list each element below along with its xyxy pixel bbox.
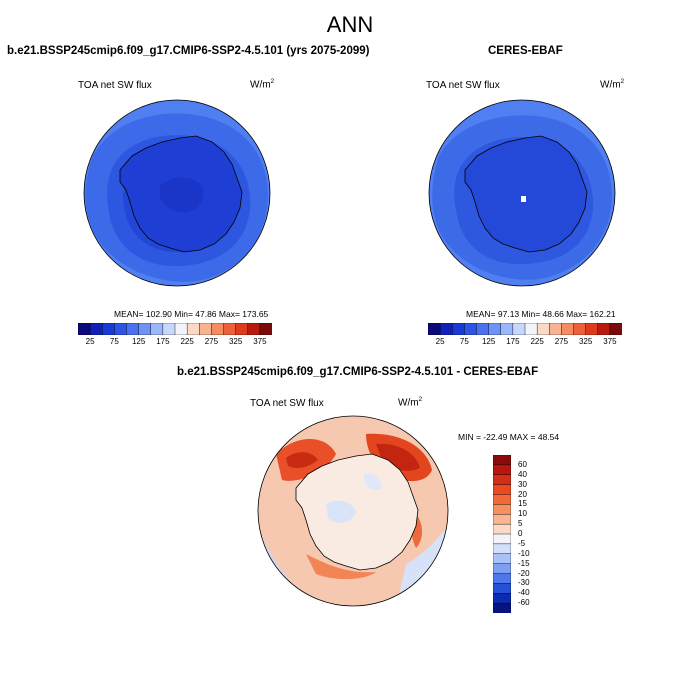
model-colorbar-ticks: 25 75 125 175 225 275 325 375 [78,337,272,349]
diff-colorbar-tick-label: 30 [518,479,527,489]
diff-panel-title: b.e21.BSSP245cmip6.f09_g17.CMIP6-SSP2-4.… [177,366,539,378]
diff-units-label: W/m2 [398,396,423,409]
obs-colorbar-ticks: 25 75 125 175 225 275 325 375 [428,337,622,349]
model-polar-map [83,99,271,287]
diff-colorbar-tick-label: -60 [518,598,530,608]
obs-colorbar-tick-label: 75 [459,337,469,346]
obs-colorbar-tick-label: 375 [603,337,617,346]
obs-variable-label: TOA net SW flux [426,80,500,91]
model-panel-title: b.e21.BSSP245cmip6.f09_g17.CMIP6-SSP2-4.… [7,45,370,57]
obs-colorbar-tick-label: 325 [578,337,593,346]
obs-colorbar-tick-label: 125 [481,337,496,346]
diff-colorbar-tick-label: -40 [518,588,530,598]
diff-colorbar-tick-label: -20 [518,568,530,578]
diff-colorbar-tick-label: -5 [518,538,526,548]
diff-colorbar-tick-label: 10 [518,509,527,519]
obs-panel-title: CERES-EBAF [488,45,563,57]
diff-colorbar [493,455,511,613]
diff-colorbar-tick-label: 60 [518,459,527,469]
model-colorbar-tick-label: 375 [253,337,267,346]
obs-colorbar-tick-label: 225 [530,337,544,346]
diff-colorbar-segment [493,602,511,613]
diff-colorbar-tick-label: -30 [518,578,530,588]
obs-antarctica-outline [464,135,588,253]
diff-variable-label: TOA net SW flux [250,398,324,409]
diff-antarctica-outline [295,453,419,571]
model-variable-label: TOA net SW flux [78,80,152,91]
model-colorbar-tick-label: 175 [156,337,170,346]
diff-colorbar-tick-label: 0 [518,529,523,538]
obs-colorbar-tick-label: 275 [554,337,569,346]
page-title: ANN [326,12,374,37]
diff-colorbar-tick-label: 20 [518,489,527,499]
obs-colorbar-tick-label: 175 [506,337,520,346]
obs-colorbar-segment [609,323,622,335]
model-colorbar-tick-label: 75 [109,337,119,346]
model-colorbar-segment [259,323,272,335]
model-colorbar-tick-label: 25 [85,337,95,346]
model-colorbar-tick-label: 275 [204,337,219,346]
obs-units-label: W/m2 [600,78,625,91]
model-colorbar [78,323,272,335]
model-units-label: W/m2 [250,78,275,91]
model-stats: MEAN= 102.90 Min= 47.86 Max= 173.65 [114,309,269,319]
obs-polar-map [428,99,616,287]
model-colorbar-tick-label: 125 [131,337,146,346]
diff-colorbar-tick-label: 15 [518,499,527,509]
diff-colorbar-tick-label: -10 [518,548,530,558]
diff-stats: MIN = -22.49 MAX = 48.54 [458,432,560,442]
diff-colorbar-tick-label: 40 [518,469,527,479]
obs-stats: MEAN= 97.13 Min= 48.66 Max= 162.21 [466,309,616,319]
obs-colorbar [428,323,622,335]
diff-polar-map [257,415,449,607]
obs-colorbar-tick-label: 25 [435,337,445,346]
diff-colorbar-tick-label: -15 [518,558,530,568]
diff-colorbar-tick-label: 5 [518,519,523,529]
model-colorbar-tick-label: 325 [228,337,243,346]
model-colorbar-tick-label: 225 [180,337,194,346]
